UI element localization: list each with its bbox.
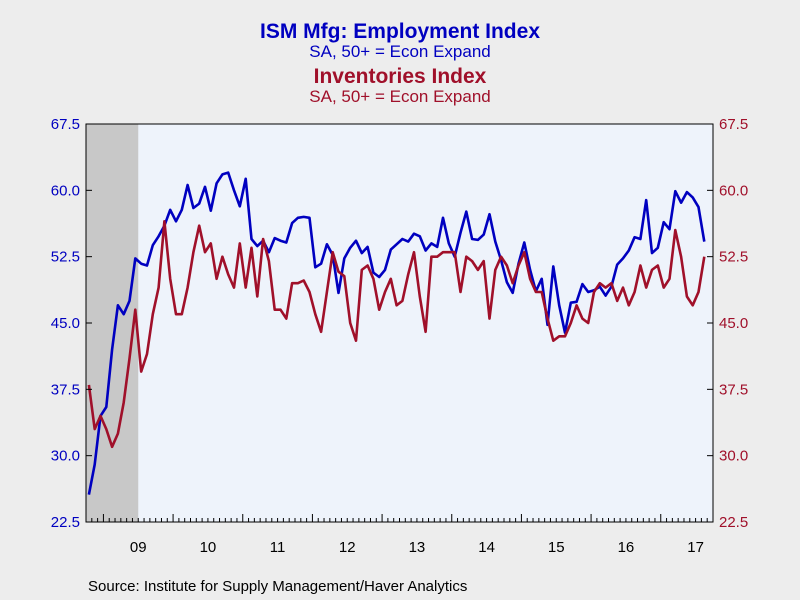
left-y-tick-label: 60.0 — [51, 182, 80, 199]
right-y-tick-label: 60.0 — [719, 182, 748, 199]
left-y-tick-label: 52.5 — [51, 249, 80, 266]
x-tick-label: 10 — [200, 539, 217, 556]
left-y-tick-label: 30.0 — [51, 448, 80, 465]
right-y-tick-label: 30.0 — [719, 448, 748, 465]
inventories-title: Inventories Index — [313, 65, 487, 88]
x-tick-label: 17 — [687, 539, 704, 556]
left-y-tick-label: 37.5 — [51, 381, 80, 398]
right-y-tick-label: 22.5 — [719, 514, 748, 531]
x-tick-label: 13 — [409, 539, 426, 556]
left-y-tick-label: 67.5 — [51, 116, 80, 133]
left-y-tick-label: 22.5 — [51, 514, 80, 531]
plot-area — [86, 124, 713, 522]
x-tick-label: 16 — [618, 539, 635, 556]
x-tick-label: 09 — [130, 539, 147, 556]
right-y-tick-label: 37.5 — [719, 381, 748, 398]
x-tick-label: 14 — [478, 539, 495, 556]
left-y-tick-label: 45.0 — [51, 315, 80, 332]
right-y-tick-label: 67.5 — [719, 116, 748, 133]
x-tick-label: 11 — [270, 539, 286, 556]
inventories-series-line — [87, 220, 706, 449]
right-y-tick-label: 45.0 — [719, 315, 748, 332]
source-note: Source: Institute for Supply Management/… — [88, 578, 468, 595]
x-tick-label: 15 — [548, 539, 565, 556]
employment-series-line — [87, 171, 706, 495]
x-tick-label: 12 — [339, 539, 356, 556]
employment-subtitle: SA, 50+ = Econ Expand — [309, 42, 491, 61]
employment-title: ISM Mfg: Employment Index — [259, 20, 540, 43]
inventories-subtitle: SA, 50+ = Econ Expand — [309, 87, 491, 106]
right-y-tick-label: 52.5 — [719, 249, 748, 266]
